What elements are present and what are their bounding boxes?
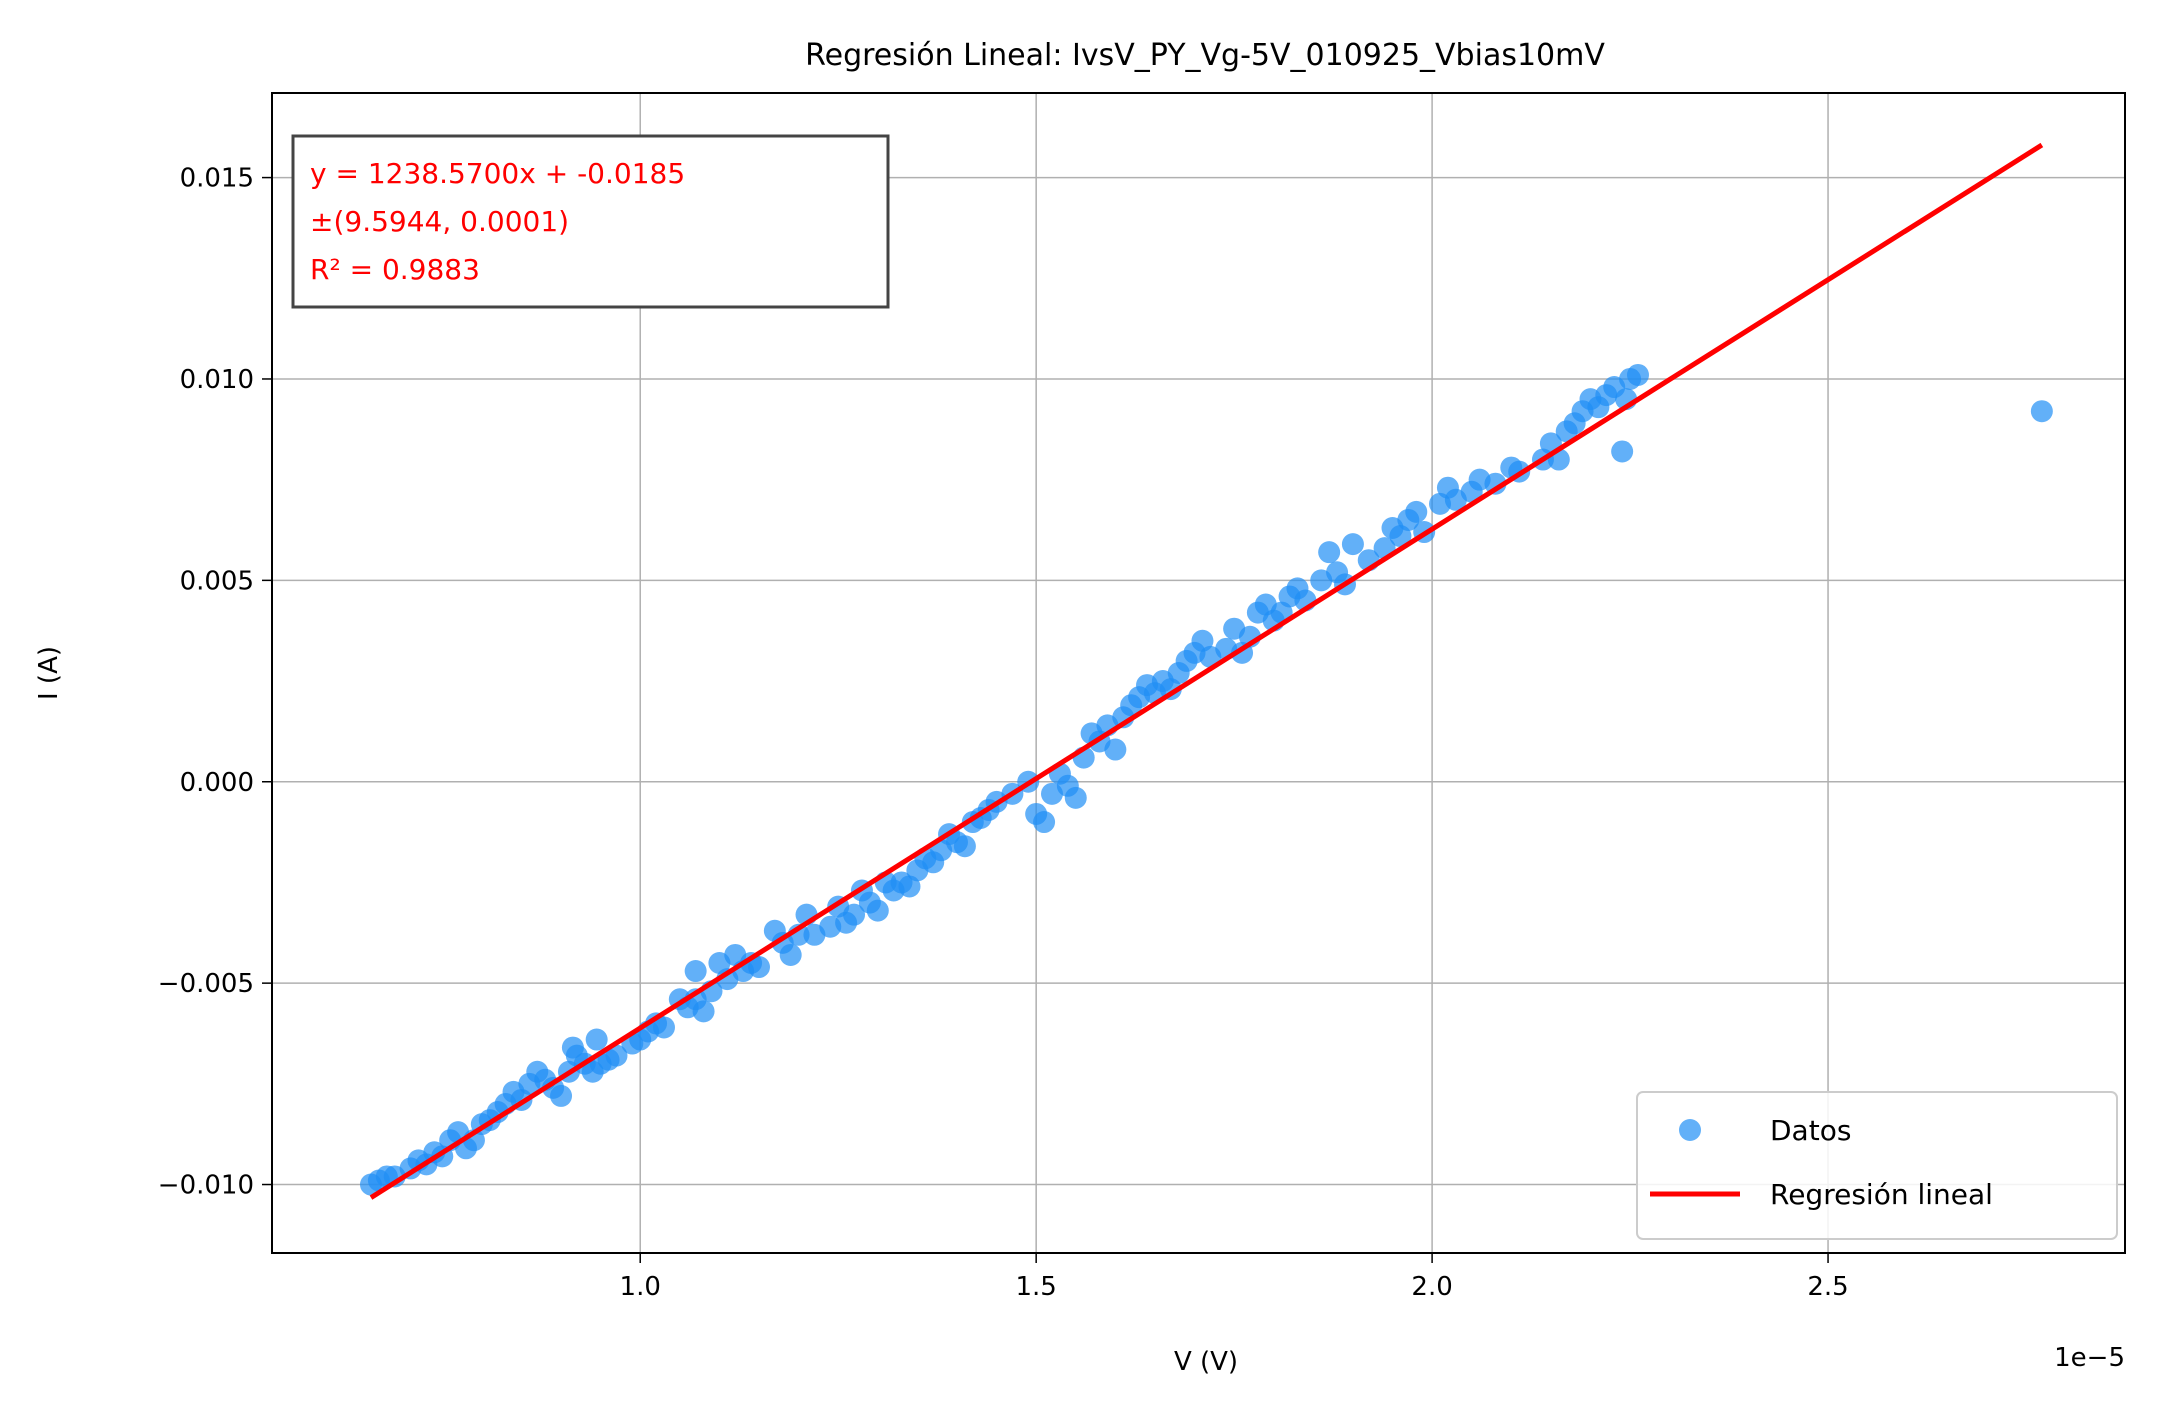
- data-point: [843, 903, 866, 926]
- data-point: [1318, 541, 1341, 564]
- annotation-uncertainty: ±(9.5944, 0.0001): [310, 205, 569, 238]
- y-tick-label: −0.010: [158, 1171, 254, 1201]
- grid-layer: [272, 93, 2125, 1253]
- x-tick-label: 1.5: [1015, 1272, 1056, 1302]
- legend-marker-datos: [1679, 1119, 1701, 1141]
- data-point: [684, 960, 707, 983]
- data-point: [550, 1084, 573, 1107]
- data-point: [1484, 472, 1507, 495]
- data-point: [2030, 400, 2053, 423]
- data-point: [1405, 500, 1428, 523]
- annotation-equation: y = 1238.5700x + -0.0185: [310, 157, 685, 190]
- x-axis-offset-label: 1e−5: [2054, 1343, 2125, 1373]
- y-tick-label: −0.005: [158, 969, 254, 999]
- annotation-r-squared: R² = 0.9883: [310, 253, 480, 286]
- x-tick-label: 2.0: [1411, 1272, 1452, 1302]
- data-point: [1064, 786, 1087, 809]
- x-axis-label: V (V): [1174, 1347, 1238, 1377]
- data-point: [1626, 363, 1649, 386]
- y-tick-label: 0.015: [180, 164, 254, 194]
- legend-label-regresion: Regresión lineal: [1770, 1178, 1993, 1211]
- data-point: [605, 1044, 628, 1067]
- tick-layer: 1.0 1.5 2.0 2.5 −0.010 −0.005 0.000 0.005 0.010 0…: [158, 164, 1849, 1302]
- annotation-box: [291, 134, 890, 309]
- y-tick-label: 0.010: [180, 365, 254, 395]
- data-point: [1341, 533, 1364, 556]
- data-point: [779, 943, 802, 966]
- plot-frame: [271, 92, 2126, 1254]
- y-tick-label: 0.005: [180, 566, 254, 596]
- data-point: [1033, 811, 1056, 834]
- data-layer: [359, 142, 2053, 1200]
- data-point: [748, 956, 771, 979]
- x-tick-label: 2.5: [1807, 1272, 1848, 1302]
- legend-label-datos: Datos: [1770, 1114, 1851, 1147]
- y-tick-label: 0.000: [180, 768, 254, 798]
- data-point: [1104, 738, 1127, 761]
- chart-title: Regresión Lineal: IvsV_PY_Vg-5V_010925_V…: [805, 38, 1605, 73]
- x-tick-label: 1.0: [620, 1272, 661, 1302]
- legend: Datos Regresión lineal: [1636, 1091, 2118, 1240]
- data-point: [866, 899, 889, 922]
- fit-annotation: y = 1238.5700x + -0.0185 ±(9.5944, 0.000…: [291, 134, 890, 309]
- data-point: [692, 1000, 715, 1023]
- legend-box: [1636, 1091, 2118, 1240]
- data-point: [1611, 440, 1634, 463]
- regression-line: [369, 142, 2044, 1200]
- data-point: [953, 835, 976, 858]
- data-point: [585, 1028, 608, 1051]
- y-axis-label: I (A): [34, 646, 64, 700]
- data-point: [652, 1016, 675, 1039]
